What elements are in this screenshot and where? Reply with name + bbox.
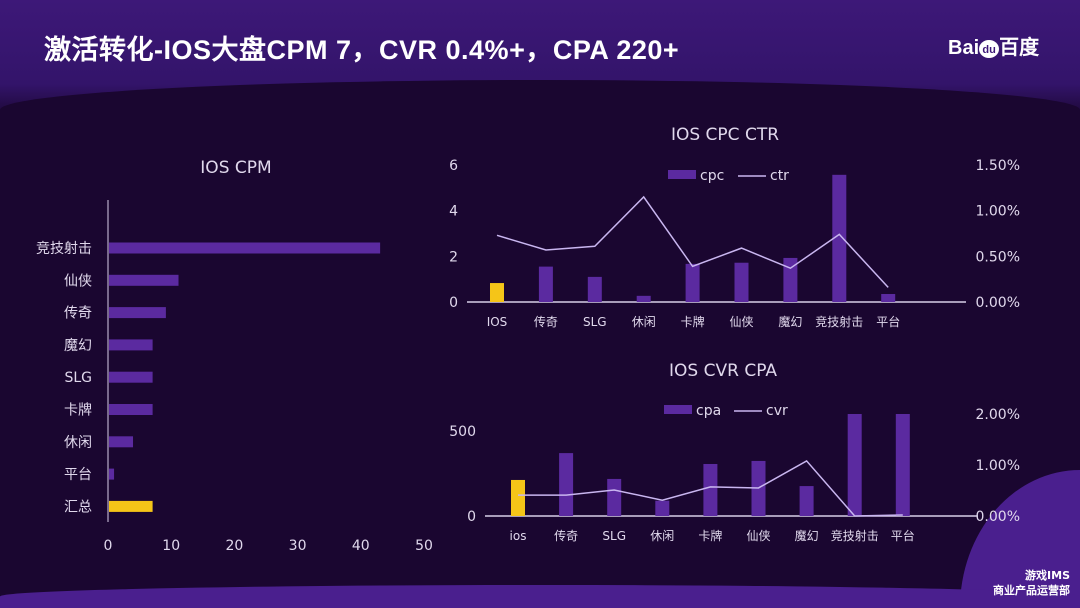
category-label: 平台	[891, 528, 915, 543]
category-label: 卡牌	[698, 529, 722, 543]
bar	[783, 257, 798, 302]
bar	[559, 453, 574, 516]
bar	[109, 242, 381, 254]
bar	[109, 404, 153, 415]
category-label: 传奇	[534, 314, 558, 329]
x-tick-label: 40	[352, 538, 370, 554]
bar	[109, 468, 115, 480]
left-y-tick-label: 0	[467, 509, 476, 525]
right-y-tick-label: 0.00%	[976, 509, 1020, 525]
category-label: 仙侠	[746, 529, 770, 543]
legend-label: cpc	[700, 168, 724, 184]
category-label: SLG	[602, 529, 626, 543]
category-label: IOS	[487, 315, 508, 329]
category-label: 竞技射击	[815, 314, 863, 329]
bar	[734, 262, 749, 302]
x-tick-label: 10	[162, 538, 180, 554]
bar	[847, 414, 862, 516]
category-label: 竞技射击	[36, 240, 92, 257]
category-label: 休闲	[64, 435, 92, 451]
right-y-tick-label: 1.00%	[976, 458, 1020, 474]
x-tick-label: 20	[225, 538, 243, 554]
bar	[511, 479, 525, 516]
chart-title: IOS CPC CTR	[671, 125, 779, 145]
category-label: 汇总	[64, 499, 92, 515]
bar	[685, 263, 700, 302]
category-label: 卡牌	[681, 315, 705, 329]
footer-line2: 商业产品运营部	[993, 584, 1070, 597]
category-label: 魔幻	[64, 338, 92, 354]
left-y-tick-label: 2	[449, 249, 458, 265]
right-y-tick-label: 0.00%	[976, 295, 1020, 311]
category-label: 仙侠	[729, 315, 753, 329]
legend-label: cvr	[766, 403, 788, 419]
legend-label: ctr	[770, 168, 789, 184]
right-y-tick-label: 1.50%	[976, 158, 1020, 174]
bar	[490, 283, 504, 302]
category-label: SLG	[583, 315, 607, 329]
right-y-tick-label: 1.00%	[976, 204, 1020, 220]
category-label: ios	[510, 529, 527, 543]
paw-icon: du	[979, 39, 1000, 58]
decorative-wave	[0, 80, 1080, 140]
bar	[109, 339, 153, 351]
bar	[607, 478, 622, 516]
category-label: 休闲	[650, 529, 674, 543]
legend-label: cpa	[696, 403, 721, 419]
bar	[703, 463, 718, 516]
left-y-tick-label: 4	[449, 204, 458, 220]
category-label: 卡牌	[64, 402, 92, 419]
category-label: SLG	[64, 370, 92, 386]
decorative-bottom-wave	[0, 585, 1080, 608]
chart-title: IOS CVR CPA	[669, 361, 777, 381]
slide-title: 激活转化-IOS大盘CPM 7，CVR 0.4%+，CPA 220+	[44, 35, 680, 65]
category-label: 休闲	[632, 315, 656, 329]
bar	[109, 500, 153, 512]
category-label: 传奇	[554, 528, 578, 543]
x-tick-label: 0	[104, 538, 113, 554]
baidu-logo: Bai du 百度	[948, 37, 1040, 59]
bar	[895, 414, 910, 516]
bar	[636, 295, 651, 302]
series-line-cvr	[518, 459, 903, 517]
category-label: 仙侠	[64, 273, 92, 289]
bar	[799, 486, 814, 516]
bar	[109, 436, 134, 448]
bar	[655, 500, 670, 516]
left-y-tick-label: 0	[449, 295, 458, 311]
left-y-tick-label: 6	[449, 158, 458, 174]
bar	[109, 274, 179, 286]
bar	[832, 174, 847, 302]
bar	[587, 276, 602, 302]
category-label: 传奇	[64, 305, 92, 322]
category-label: 平台	[876, 314, 900, 329]
bar	[881, 294, 896, 302]
right-y-tick-label: 0.50%	[976, 249, 1020, 265]
bar	[538, 266, 553, 302]
category-label: 魔幻	[778, 314, 802, 329]
x-tick-label: 50	[415, 538, 433, 554]
footer-dept: 游戏IMS 商业产品运营部	[993, 568, 1070, 598]
series-line-ctr	[496, 195, 889, 288]
right-y-tick-label: 2.00%	[976, 407, 1020, 423]
legend-bar-swatch	[664, 405, 692, 414]
category-label: 竞技射击	[831, 528, 879, 543]
x-tick-label: 30	[289, 538, 307, 554]
left-y-tick-label: 500	[449, 424, 476, 440]
bar	[109, 371, 153, 383]
category-label: 魔幻	[795, 528, 819, 543]
chart-title: IOS CPM	[200, 158, 271, 178]
footer-line1: 游戏IMS	[1025, 569, 1070, 582]
legend-bar-swatch	[668, 170, 696, 179]
category-label: 平台	[64, 467, 92, 483]
bar	[109, 307, 166, 319]
